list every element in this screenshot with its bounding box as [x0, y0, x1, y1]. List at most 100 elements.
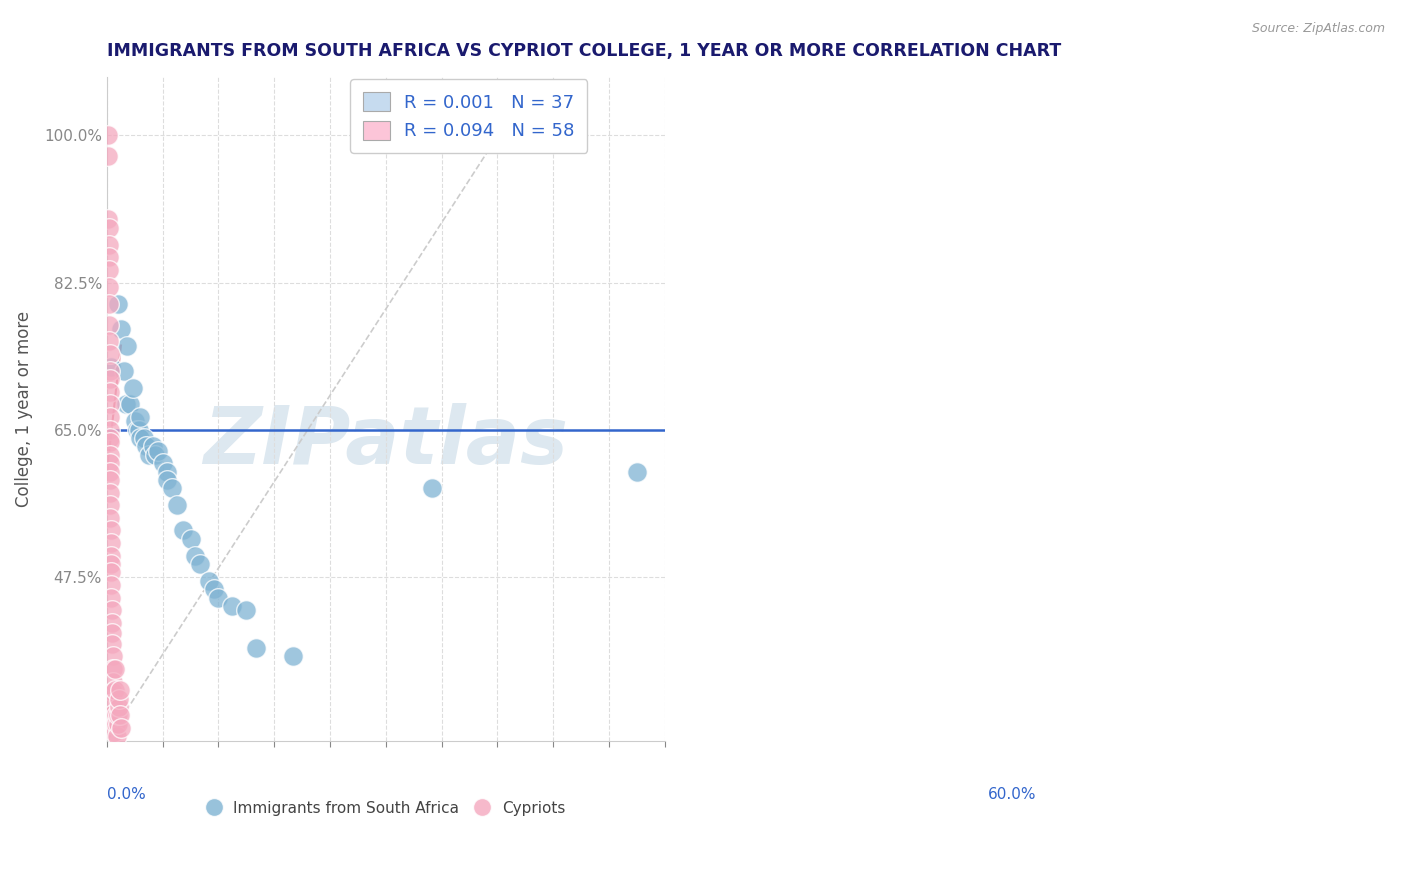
Point	[103, 716, 125, 731]
Point	[97, 250, 120, 264]
Point	[97, 220, 120, 235]
Point	[152, 456, 174, 470]
Text: 0.0%: 0.0%	[107, 787, 146, 802]
Point	[100, 536, 122, 550]
Point	[184, 549, 207, 563]
Text: IMMIGRANTS FROM SOUTH AFRICA VS CYPRIOT COLLEGE, 1 YEAR OR MORE CORRELATION CHAR: IMMIGRANTS FROM SOUTH AFRICA VS CYPRIOT …	[107, 42, 1062, 60]
Point	[98, 372, 121, 386]
Point	[135, 439, 157, 453]
Point	[180, 532, 202, 546]
Point	[128, 423, 150, 437]
Point	[207, 591, 229, 605]
Point	[626, 465, 648, 479]
Point	[172, 524, 194, 538]
Point	[100, 637, 122, 651]
Point	[101, 674, 124, 689]
Point	[104, 683, 127, 698]
Point	[98, 347, 121, 361]
Point	[103, 706, 125, 721]
Point	[107, 296, 129, 310]
Point	[100, 549, 122, 563]
Point	[107, 716, 129, 731]
Point	[160, 482, 183, 496]
Point	[97, 237, 120, 252]
Point	[143, 448, 166, 462]
Point	[129, 409, 152, 424]
Point	[112, 364, 135, 378]
Legend: Immigrants from South Africa, Cypriots: Immigrants from South Africa, Cypriots	[200, 795, 572, 822]
Point	[101, 649, 124, 664]
Point	[198, 574, 221, 588]
Point	[156, 465, 179, 479]
Point	[97, 296, 120, 310]
Text: 60.0%: 60.0%	[988, 787, 1036, 802]
Point	[105, 716, 128, 731]
Point	[108, 691, 131, 706]
Point	[98, 498, 121, 512]
Point	[156, 473, 179, 487]
Point	[108, 700, 131, 714]
Point	[105, 708, 128, 723]
Point	[188, 557, 211, 571]
Point	[420, 482, 443, 496]
Point	[221, 599, 243, 613]
Point	[117, 338, 139, 352]
Point	[97, 128, 120, 143]
Point	[100, 591, 122, 605]
Point	[122, 380, 145, 394]
Point	[98, 456, 121, 470]
Point	[97, 263, 120, 277]
Point	[98, 435, 121, 450]
Point	[108, 683, 131, 698]
Point	[281, 649, 304, 664]
Text: Source: ZipAtlas.com: Source: ZipAtlas.com	[1251, 22, 1385, 36]
Point	[97, 318, 120, 332]
Point	[103, 685, 125, 699]
Point	[110, 721, 132, 735]
Point	[110, 322, 132, 336]
Point	[120, 397, 142, 411]
Point	[146, 443, 169, 458]
Point	[138, 448, 160, 462]
Point	[105, 729, 128, 743]
Point	[166, 498, 188, 512]
Point	[98, 511, 121, 525]
Point	[202, 582, 225, 597]
Point	[98, 423, 121, 437]
Point	[100, 566, 122, 580]
Point	[98, 448, 121, 462]
Point	[98, 485, 121, 500]
Point	[100, 524, 122, 538]
Point	[103, 696, 125, 710]
Point	[114, 397, 136, 411]
Point	[100, 615, 122, 630]
Point	[104, 662, 127, 676]
Point	[98, 473, 121, 487]
Point	[100, 626, 122, 640]
Point	[98, 397, 121, 411]
Point	[107, 708, 129, 723]
Point	[100, 359, 122, 374]
Point	[97, 212, 120, 227]
Point	[103, 725, 125, 739]
Point	[134, 431, 156, 445]
Point	[100, 557, 122, 571]
Point	[235, 603, 257, 617]
Point	[142, 439, 165, 453]
Point	[129, 431, 152, 445]
Point	[98, 364, 121, 378]
Point	[97, 149, 120, 163]
Point	[100, 578, 122, 592]
Point	[100, 603, 122, 617]
Point	[124, 414, 146, 428]
Point	[97, 334, 120, 349]
Point	[97, 279, 120, 293]
Point	[108, 708, 131, 723]
Text: ZIPatlas: ZIPatlas	[204, 403, 568, 481]
Point	[125, 423, 148, 437]
Y-axis label: College, 1 year or more: College, 1 year or more	[15, 310, 32, 507]
Point	[98, 384, 121, 399]
Point	[245, 641, 267, 656]
Point	[98, 409, 121, 424]
Point	[101, 662, 124, 676]
